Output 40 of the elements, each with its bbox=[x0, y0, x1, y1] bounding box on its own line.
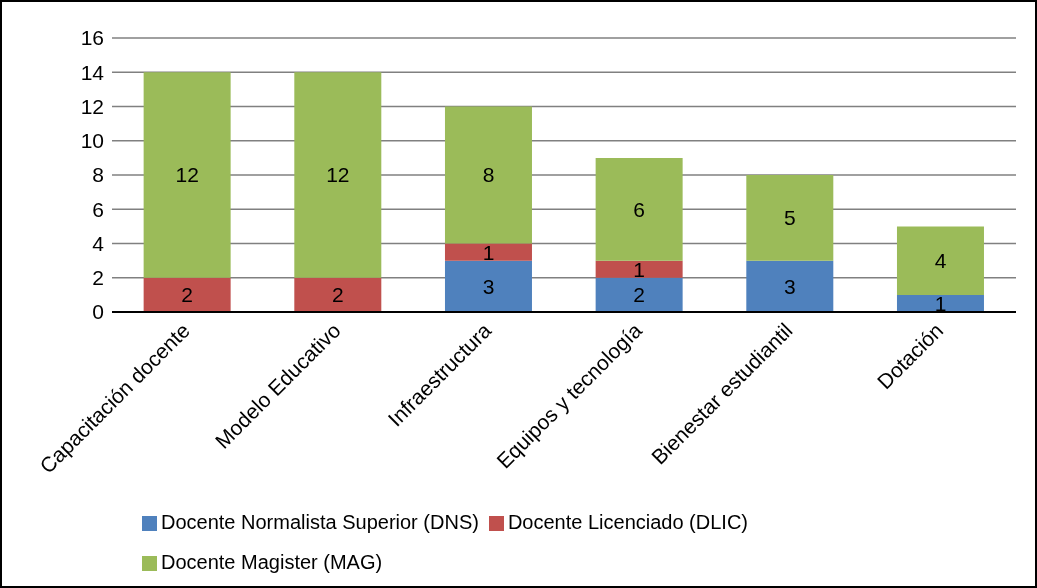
y-tick-label: 10 bbox=[80, 129, 104, 153]
y-tick-label: 6 bbox=[92, 197, 104, 221]
bar bbox=[143, 277, 231, 312]
data-label: 4 bbox=[934, 249, 947, 273]
y-tick-label: 8 bbox=[92, 163, 104, 187]
bar bbox=[143, 72, 231, 278]
data-label: 2 bbox=[181, 283, 193, 307]
data-label: 8 bbox=[482, 163, 495, 187]
bar bbox=[444, 260, 532, 312]
legend-label: Docente Magister (MAG) bbox=[161, 551, 383, 573]
data-label: 2 bbox=[633, 283, 645, 307]
bar bbox=[595, 260, 683, 278]
y-tick-label: 0 bbox=[92, 300, 104, 324]
data-label: 12 bbox=[175, 163, 199, 187]
bar bbox=[896, 294, 984, 312]
data-label: 2 bbox=[331, 283, 344, 307]
bar bbox=[294, 277, 382, 312]
bar bbox=[746, 260, 834, 312]
bar bbox=[746, 175, 834, 261]
data-label: 6 bbox=[633, 197, 645, 221]
bar bbox=[444, 106, 532, 244]
legend-label: Docente Normalista Superior (DNS) bbox=[161, 511, 479, 533]
y-tick-label: 14 bbox=[80, 60, 105, 84]
legend-label: Docente Licenciado (DLIC) bbox=[507, 511, 749, 533]
data-label: 5 bbox=[783, 206, 796, 230]
y-tick-label: 4 bbox=[92, 231, 105, 255]
y-tick-label: 2 bbox=[92, 266, 104, 290]
data-label: 1 bbox=[633, 257, 645, 281]
y-tick-label: 12 bbox=[80, 94, 104, 118]
data-label: 3 bbox=[482, 274, 495, 298]
data-label: 3 bbox=[783, 274, 796, 298]
data-label: 12 bbox=[326, 163, 350, 187]
data-label: 1 bbox=[482, 240, 495, 264]
bar bbox=[444, 243, 532, 261]
bar bbox=[595, 277, 683, 312]
bar bbox=[294, 72, 382, 278]
y-tick-label: 16 bbox=[80, 26, 104, 50]
data-label: 1 bbox=[934, 291, 947, 315]
bar bbox=[595, 157, 683, 261]
bar bbox=[896, 226, 984, 295]
